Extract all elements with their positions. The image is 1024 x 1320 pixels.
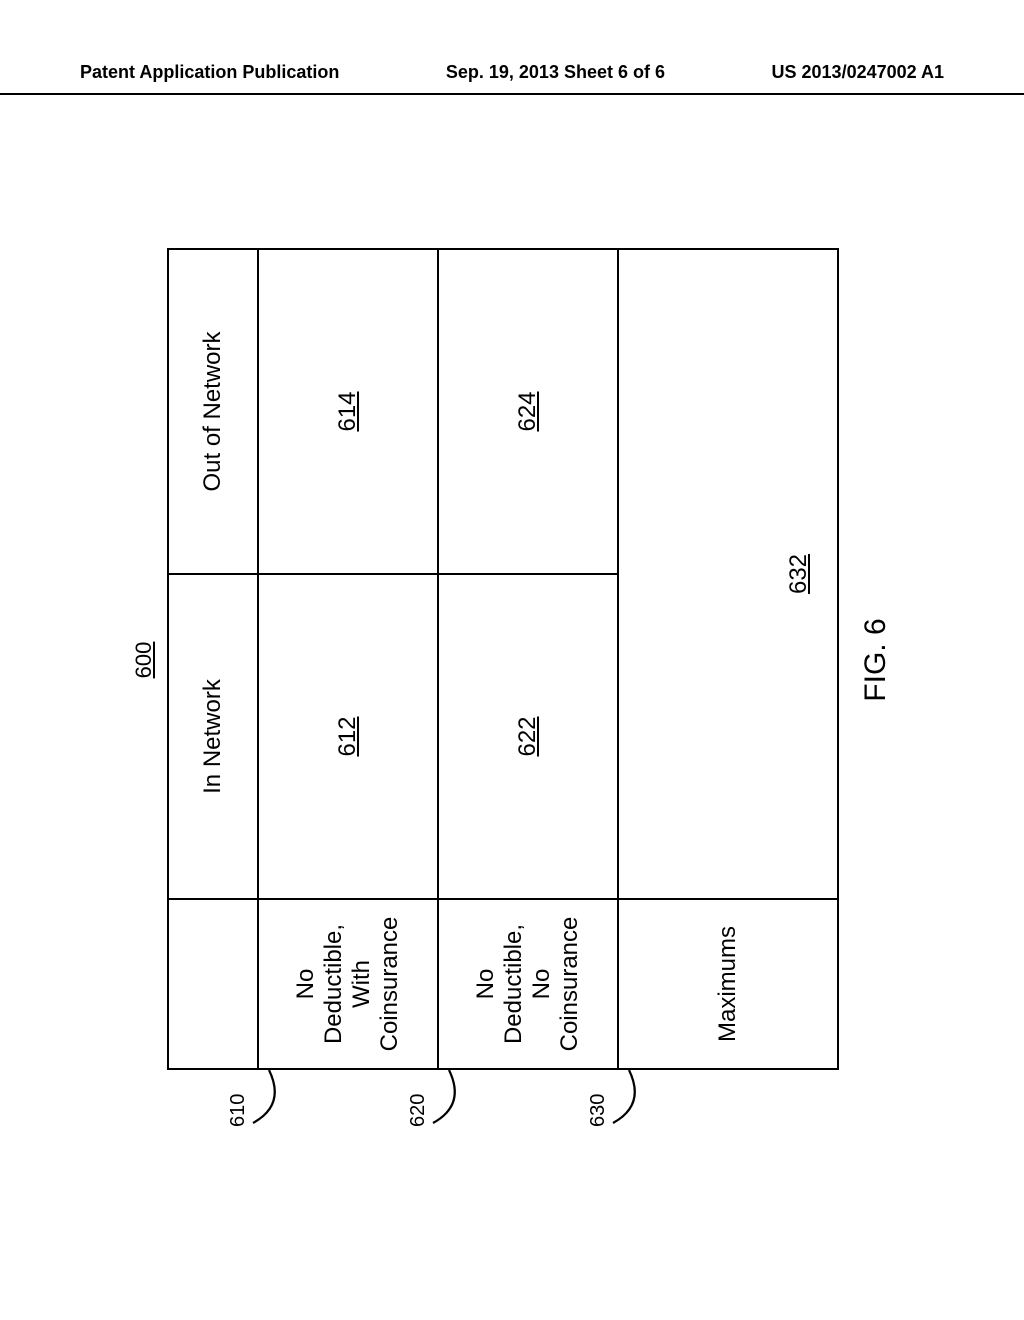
cell-612: 612: [258, 574, 438, 899]
label-line: No: [528, 969, 555, 1000]
label-line: With: [348, 960, 375, 1008]
header-center: Sep. 19, 2013 Sheet 6 of 6: [446, 62, 665, 83]
label-line: Deductible,: [320, 924, 347, 1044]
header-blank: [168, 899, 258, 1069]
figure-rotated-container: 600 610 620 630: [131, 250, 893, 1070]
table-header-row: In Network Out of Network: [168, 249, 258, 1069]
row-label-610: No Deductible, With Coinsurance: [258, 899, 438, 1069]
header-right: US 2013/0247002 A1: [772, 62, 944, 83]
figure-ref-600: 600: [131, 250, 157, 1070]
leader-curve-icon: [251, 1070, 291, 1125]
table-row: Maximums 632: [618, 249, 838, 1069]
benefits-table: In Network Out of Network No Deductible,…: [167, 248, 839, 1070]
cell-ref: 632: [785, 554, 812, 594]
cell-ref: 612: [334, 716, 361, 756]
label-line: Maximums: [714, 926, 741, 1042]
cell-622: 622: [438, 574, 618, 899]
cell-ref: 622: [514, 716, 541, 756]
table-row: No Deductible, No Coinsurance 622 624: [438, 249, 618, 1069]
leader-curve-icon: [611, 1070, 651, 1125]
label-line: No: [472, 969, 499, 1000]
row-leader-610-text: 610: [227, 1094, 250, 1127]
header-in-network: In Network: [168, 574, 258, 899]
cell-624: 624: [438, 249, 618, 574]
cell-614: 614: [258, 249, 438, 574]
row-label-620: No Deductible, No Coinsurance: [438, 899, 618, 1069]
label-line: Deductible,: [500, 924, 527, 1044]
header-out-network: Out of Network: [168, 249, 258, 574]
header-left: Patent Application Publication: [80, 62, 339, 83]
leader-curve-icon: [431, 1070, 471, 1125]
label-line: Coinsurance: [376, 917, 403, 1052]
table-row: No Deductible, With Coinsurance 612 614: [258, 249, 438, 1069]
row-label-630: Maximums: [618, 899, 838, 1069]
figure-caption: FIG. 6: [859, 250, 893, 1070]
row-leader-630-text: 630: [587, 1094, 610, 1127]
cell-ref: 614: [334, 391, 361, 431]
label-line: Coinsurance: [556, 917, 583, 1052]
cell-632: 632: [618, 249, 838, 899]
label-line: No: [292, 969, 319, 1000]
row-leader-620-text: 620: [407, 1094, 430, 1127]
page-header: Patent Application Publication Sep. 19, …: [0, 62, 1024, 95]
cell-ref: 624: [514, 391, 541, 431]
figure-600: 600 610 620 630: [131, 250, 893, 1070]
